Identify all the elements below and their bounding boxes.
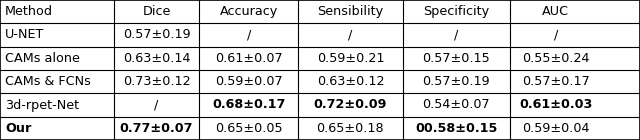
Text: 0.55±0.24: 0.55±0.24 — [522, 52, 589, 65]
Text: Specificity: Specificity — [423, 5, 490, 18]
Text: /: / — [246, 29, 251, 41]
Text: 0.61±0.03: 0.61±0.03 — [519, 99, 593, 111]
Text: 0.65±0.05: 0.65±0.05 — [215, 122, 282, 135]
Text: 0.63±0.12: 0.63±0.12 — [317, 75, 384, 88]
Text: /: / — [154, 99, 159, 111]
Text: Our: Our — [5, 122, 31, 135]
Text: 0.63±0.14: 0.63±0.14 — [123, 52, 190, 65]
Text: Dice: Dice — [142, 5, 171, 18]
Text: Method: Method — [5, 5, 53, 18]
Text: CAMs & FCNs: CAMs & FCNs — [5, 75, 91, 88]
Text: 0.65±0.18: 0.65±0.18 — [317, 122, 384, 135]
Text: /: / — [454, 29, 458, 41]
Text: /: / — [348, 29, 353, 41]
Text: 00.58±0.15: 00.58±0.15 — [415, 122, 497, 135]
Text: /: / — [554, 29, 558, 41]
Text: 3d-rpet-Net: 3d-rpet-Net — [5, 99, 79, 111]
Text: CAMs alone: CAMs alone — [5, 52, 80, 65]
Text: 0.77±0.07: 0.77±0.07 — [120, 122, 193, 135]
Text: 0.72±0.09: 0.72±0.09 — [314, 99, 387, 111]
Text: Sensibility: Sensibility — [317, 5, 383, 18]
Text: 0.57±0.19: 0.57±0.19 — [123, 29, 190, 41]
Text: Accuracy: Accuracy — [220, 5, 278, 18]
Text: 0.59±0.21: 0.59±0.21 — [317, 52, 384, 65]
Text: 0.61±0.07: 0.61±0.07 — [215, 52, 282, 65]
Text: 0.68±0.17: 0.68±0.17 — [212, 99, 285, 111]
Text: 0.59±0.04: 0.59±0.04 — [522, 122, 589, 135]
Text: 0.73±0.12: 0.73±0.12 — [123, 75, 190, 88]
Text: 0.54±0.07: 0.54±0.07 — [422, 99, 490, 111]
Text: 0.57±0.15: 0.57±0.15 — [422, 52, 490, 65]
Text: 0.57±0.19: 0.57±0.19 — [422, 75, 490, 88]
Text: 0.57±0.17: 0.57±0.17 — [522, 75, 589, 88]
Text: AUC: AUC — [542, 5, 570, 18]
Text: 0.59±0.07: 0.59±0.07 — [215, 75, 282, 88]
Text: U-NET: U-NET — [5, 29, 45, 41]
